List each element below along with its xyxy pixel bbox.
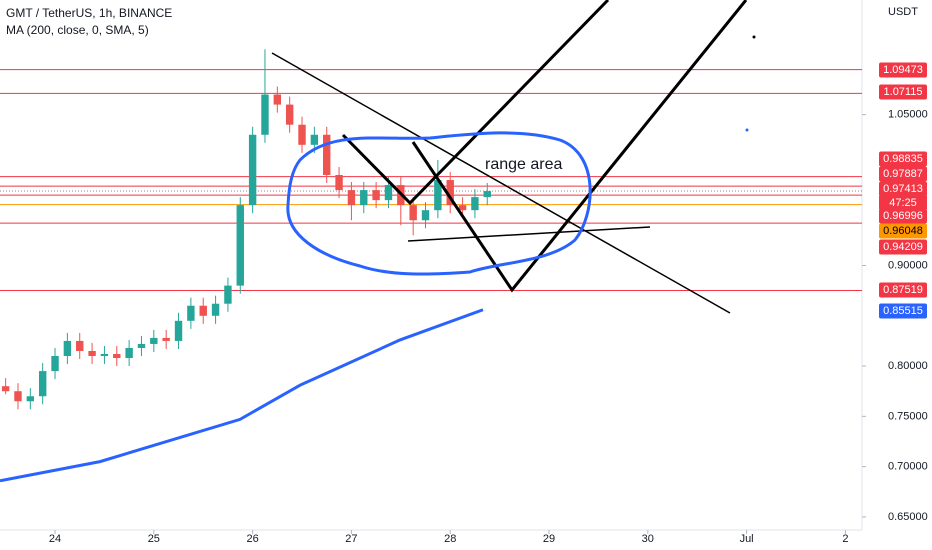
candle-body: [409, 205, 417, 221]
x-tick-label: 28: [444, 533, 456, 545]
price-label-bg: [879, 84, 927, 100]
moving-average: [0, 308, 484, 483]
candle-body: [174, 320, 183, 341]
candle-body: [360, 190, 368, 206]
candle-body: [285, 104, 294, 125]
candle-body: [63, 340, 72, 357]
price-label: 0.96048: [883, 225, 923, 237]
countdown-bg: [879, 196, 927, 209]
countdown: 47:25: [889, 197, 917, 209]
price-label-bg: [879, 239, 927, 255]
candle-body: [76, 340, 84, 351]
candle-body: [323, 134, 331, 175]
price-label: 1.09473: [883, 64, 923, 76]
candle-body: [335, 174, 343, 191]
x-tick-label: 2: [842, 533, 848, 545]
dot: [745, 128, 749, 132]
annotation: range area: [485, 156, 562, 173]
candle-body: [298, 124, 306, 145]
trend-line: [271, 52, 731, 314]
price-label-bg: [879, 282, 927, 298]
y-tick-label: 0.70000: [888, 461, 928, 473]
candle-body: [261, 94, 269, 135]
y-tick-label: 0.90000: [888, 259, 928, 271]
candle-body: [88, 350, 96, 357]
range-ellipse: [286, 131, 592, 276]
candle-body: [273, 94, 282, 105]
x-tick-label: 27: [345, 533, 357, 545]
y-axis-label: USDT: [888, 6, 918, 18]
y-tick-label: 0.65000: [888, 511, 928, 523]
candle-body: [446, 180, 454, 206]
price-label-bg: [879, 151, 927, 167]
x-tick-label: 26: [246, 533, 258, 545]
candle-body: [162, 337, 170, 341]
x-tick-label: 30: [642, 533, 654, 545]
candle-body: [125, 347, 133, 359]
dot: [752, 35, 756, 39]
candle-body: [1, 386, 10, 392]
chart-title: GMT / TetherUS, 1h, BINANCE: [6, 6, 172, 20]
projection-path: [411, 0, 748, 293]
candle-body: [347, 190, 356, 206]
price-label: 0.97887: [883, 168, 923, 180]
candle-body: [150, 337, 158, 344]
candle-body: [471, 197, 479, 211]
price-label: 0.97413: [883, 183, 923, 195]
y-tick-label: 0.75000: [888, 410, 928, 422]
candle-body: [113, 354, 121, 359]
indicator-legend: MA (200, close, 0, SMA, 5): [6, 23, 149, 37]
projection-path: [341, 0, 610, 206]
candle-body: [211, 303, 220, 316]
candle-body: [224, 285, 232, 304]
price-label: 0.94209: [883, 241, 923, 253]
price-label: 0.98835: [883, 153, 923, 165]
candle-body: [310, 134, 319, 145]
y-tick-label: 1.05000: [888, 109, 928, 121]
price-label: 0.96996: [883, 210, 923, 222]
plot-area: [0, 49, 862, 483]
x-tick-label: 24: [49, 533, 61, 545]
price-label-bg: [879, 166, 927, 182]
price-label-bg: [879, 208, 927, 224]
candle-body: [137, 343, 146, 348]
candle-body: [187, 305, 195, 321]
drawings: [271, 0, 756, 314]
trend-line: [407, 226, 651, 242]
price-label: 0.87519: [883, 284, 923, 296]
x-tick-label: 25: [148, 533, 160, 545]
price-label-bg: [879, 303, 927, 319]
candle-body: [483, 191, 491, 198]
candle-body: [38, 371, 47, 397]
candle-body: [51, 356, 59, 372]
candle-body: [26, 396, 35, 402]
candle-body: [421, 210, 430, 221]
candle-body: [236, 205, 244, 286]
candle-body: [384, 185, 393, 201]
price-label-bg: [879, 181, 927, 197]
price-label: 0.85515: [883, 305, 923, 317]
price-label-bg: [879, 62, 927, 78]
candle-body: [199, 305, 207, 316]
candle-body: [458, 205, 467, 211]
candle-body: [248, 134, 257, 206]
candle-body: [434, 180, 442, 211]
price-label: 1.07115: [884, 86, 923, 98]
y-tick-label: 0.80000: [888, 360, 928, 372]
price-label-bg: [879, 223, 927, 239]
x-tick-label: Jul: [740, 533, 754, 545]
candle-body: [372, 190, 380, 201]
x-tick-label: 29: [543, 533, 555, 545]
candle-body: [100, 354, 109, 357]
candle-body: [14, 391, 22, 402]
